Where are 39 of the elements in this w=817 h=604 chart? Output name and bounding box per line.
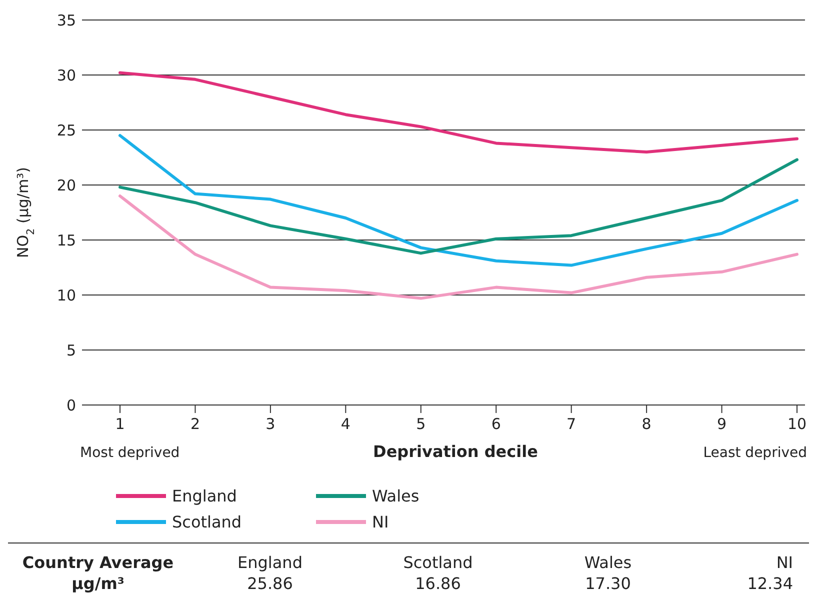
text: Most deprived (80, 445, 180, 461)
y-tick-label: 35 (56, 11, 76, 30)
legend-label: Scotland (172, 512, 242, 532)
x-tick-label: 10 (787, 415, 807, 433)
text: NI (776, 553, 793, 572)
y-tick-label: 20 (56, 176, 76, 194)
y-tick-label: 0 (66, 396, 76, 414)
legend-label: Wales (372, 486, 420, 506)
text: Scotland (403, 553, 473, 572)
text: 16.86 (415, 574, 461, 593)
text: Country Average (22, 553, 174, 572)
x-tick-label: 9 (717, 415, 727, 433)
line-series (118, 158, 798, 255)
text: 12.34 (747, 574, 793, 593)
y-tick-label: 15 (56, 231, 76, 250)
text: 17.30 (585, 574, 631, 593)
text: Wales (584, 553, 632, 572)
line-series (118, 71, 798, 154)
line-series (118, 134, 798, 267)
x-tick-label: 6 (491, 415, 501, 433)
x-tick-label: 8 (642, 415, 652, 433)
x-tick-label: 5 (416, 415, 426, 433)
legend-label: England (172, 486, 237, 506)
text: 25.86 (247, 574, 293, 593)
x-axis-title: Deprivation decile (373, 442, 538, 461)
text: µg/m³ (72, 574, 124, 593)
y-tick-label: 10 (56, 286, 76, 304)
y-tick-label: 25 (56, 121, 76, 140)
x-tick-label: 3 (266, 415, 276, 433)
x-tick-label: 1 (115, 415, 125, 433)
x-tick-label: 4 (340, 415, 350, 433)
text: England (238, 553, 302, 572)
x-tick-label: 2 (190, 415, 200, 433)
legend-label: NI (372, 512, 389, 532)
line-series (118, 194, 798, 300)
text: Least deprived (703, 445, 807, 461)
y-tick-label: 30 (56, 66, 76, 84)
y-tick-label: 5 (66, 341, 76, 360)
x-tick-label: 7 (566, 415, 576, 433)
